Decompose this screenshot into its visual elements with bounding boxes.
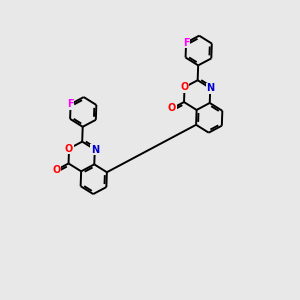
- Text: O: O: [168, 103, 176, 113]
- Text: O: O: [180, 82, 189, 92]
- Text: O: O: [52, 165, 61, 175]
- Text: F: F: [183, 38, 189, 48]
- Text: F: F: [67, 99, 74, 109]
- Text: O: O: [65, 144, 73, 154]
- Text: N: N: [91, 145, 99, 154]
- Text: N: N: [206, 83, 214, 93]
